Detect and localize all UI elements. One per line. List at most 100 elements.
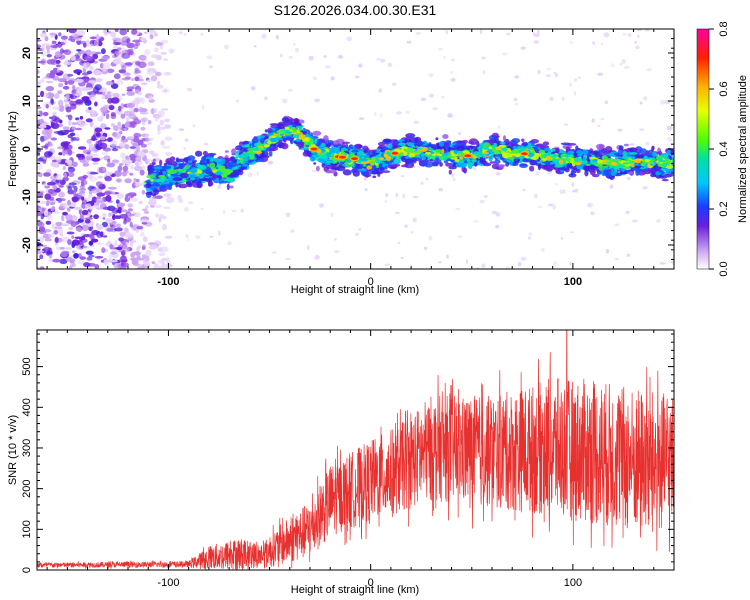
- spectrogram-ridge-cell: [448, 169, 452, 175]
- spectrogram-noise-cell: [71, 242, 76, 249]
- spectrogram-noise-cell: [105, 195, 112, 202]
- spectrogram-noise-cell: [39, 118, 45, 125]
- spectrogram-noise-cell: [100, 123, 107, 129]
- spectrogram-noise-cell: [129, 221, 133, 228]
- spectrogram-faint-cell: [483, 195, 488, 198]
- spectrogram-noise-cell: [136, 254, 141, 259]
- spectrogram-noise-cell: [67, 207, 71, 212]
- spectrogram-ridge-cell: [240, 152, 249, 159]
- spectrogram-noise-cell: [107, 186, 117, 190]
- spectrogram-faint-cell: [495, 224, 500, 229]
- spectrogram-noise-cell: [52, 111, 57, 117]
- spectrogram-faint-cell: [520, 46, 526, 50]
- spectrogram-faint-cell: [623, 65, 630, 69]
- spectrogram-faint-cell: [364, 188, 368, 192]
- spectrogram-noise-cell: [49, 143, 54, 147]
- spectrogram-faint-cell: [264, 96, 268, 101]
- spectrogram-faint-cell: [384, 199, 387, 204]
- spectrogram-core-cell: [375, 155, 379, 160]
- spectrogram-noise-cell: [37, 69, 40, 75]
- spectrogram-noise-cell: [85, 49, 92, 56]
- spectrogram-core-cell: [434, 149, 443, 154]
- spectrogram-ridge-cell: [670, 149, 674, 156]
- spectrogram-noise-cell: [80, 180, 85, 187]
- spectrogram-noise-cell: [82, 245, 90, 249]
- spectrogram-noise-cell: [159, 45, 163, 50]
- spectrogram-core-cell: [658, 158, 663, 163]
- spectrogram-noise-cell: [95, 181, 103, 187]
- spectrogram-ridge-cell: [205, 178, 213, 183]
- spectrogram-noise-cell: [67, 134, 73, 139]
- spectrogram-core-cell: [496, 151, 501, 155]
- spectrogram-noise-cell: [110, 31, 117, 38]
- spectrogram-noise-cell: [87, 91, 91, 96]
- spectrogram-noise-cell: [147, 137, 154, 141]
- spectrogram-noise-cell: [103, 68, 107, 72]
- spectrogram-ridge-cell: [325, 165, 334, 169]
- spectrogram-noise-cell: [83, 62, 87, 69]
- spectrogram-noise-cell: [117, 202, 126, 208]
- spectrogram-ridge-cell: [247, 159, 252, 164]
- spectrogram-ridge-cell: [502, 135, 507, 142]
- spectrogram-ridge-cell: [209, 153, 215, 158]
- spectrogram-noise-cell: [163, 87, 168, 94]
- spectrogram-faint-cell: [591, 118, 595, 123]
- spectrogram-faint-cell: [307, 245, 310, 250]
- spectrogram-peak-cell: [519, 151, 529, 157]
- spectrogram-noise-cell: [76, 153, 82, 158]
- spectrogram-faint-cell: [639, 101, 643, 105]
- spectrogram-noise-cell: [79, 213, 85, 220]
- spectrogram-ridge-cell: [537, 163, 542, 171]
- spectrogram-noise-cell: [121, 52, 131, 59]
- spectrogram-noise-cell: [122, 243, 128, 250]
- spectrogram-noise-cell: [48, 188, 55, 194]
- spectrogram-noise-cell: [37, 163, 43, 171]
- spectrogram-noise-cell: [58, 99, 64, 107]
- spectrogram-noise-cell: [146, 79, 151, 83]
- spectrogram-ridge-cell: [409, 137, 419, 143]
- spectrogram-faint-cell: [227, 241, 232, 245]
- spectrogram-noise-cell: [86, 70, 93, 75]
- spectrogram-ridge-cell: [356, 151, 365, 156]
- spectrogram-core-cell: [270, 138, 277, 143]
- spectrogram-ridge-cell: [480, 157, 486, 165]
- spectrogram-noise-cell: [111, 123, 115, 127]
- spectrogram-noise-cell: [123, 72, 131, 76]
- spectrogram-noise-cell: [79, 122, 88, 126]
- spectrogram-noise-cell: [63, 49, 71, 56]
- spectrogram-faint-cell: [513, 97, 518, 102]
- spectrogram-ridge-cell: [218, 158, 226, 164]
- spectrogram-faint-cell: [432, 107, 438, 111]
- spectrogram-core-cell: [276, 130, 284, 134]
- spectrogram-noise-cell: [75, 78, 84, 84]
- spectrogram-noise-cell: [63, 172, 67, 178]
- spectrogram-noise-cell: [161, 108, 169, 111]
- spectrogram-noise-cell: [44, 36, 49, 42]
- spectrogram-faint-cell: [280, 53, 283, 58]
- spectrogram-noise-cell: [110, 225, 116, 230]
- spectrogram-faint-cell: [450, 71, 453, 74]
- spectrogram-noise-cell: [59, 119, 63, 124]
- spectrogram-noise-cell: [61, 214, 65, 222]
- spectrogram-noise-cell: [94, 91, 103, 95]
- spectrogram-core-cell: [610, 161, 617, 165]
- spectrogram-noise-cell: [91, 157, 101, 162]
- spectrogram-noise-cell: [120, 113, 126, 119]
- spectrogram-ridge-cell: [559, 150, 567, 154]
- spectrogram-noise-cell: [37, 191, 44, 197]
- spectrogram-noise-cell: [112, 92, 120, 99]
- spectrogram-ridge-cell: [497, 164, 506, 167]
- spectrogram-noise-cell: [69, 202, 77, 207]
- spectrogram-ridge-cell: [359, 164, 364, 169]
- spectrogram-noise-cell: [157, 124, 161, 131]
- spectrogram-noise-cell: [105, 113, 110, 120]
- spectrogram-noise-cell: [147, 61, 155, 66]
- spectrogram-faint-cell: [646, 68, 652, 72]
- spectrogram-ridge-cell: [429, 159, 434, 162]
- spectrogram-noise-cell: [37, 60, 46, 64]
- spectrogram-noise-cell: [129, 106, 135, 112]
- spectrogram-ridge-cell: [316, 165, 320, 172]
- spectrogram-faint-cell: [206, 55, 213, 60]
- spectrogram-noise-cell: [124, 178, 132, 184]
- spectrogram-noise-cell: [126, 102, 135, 108]
